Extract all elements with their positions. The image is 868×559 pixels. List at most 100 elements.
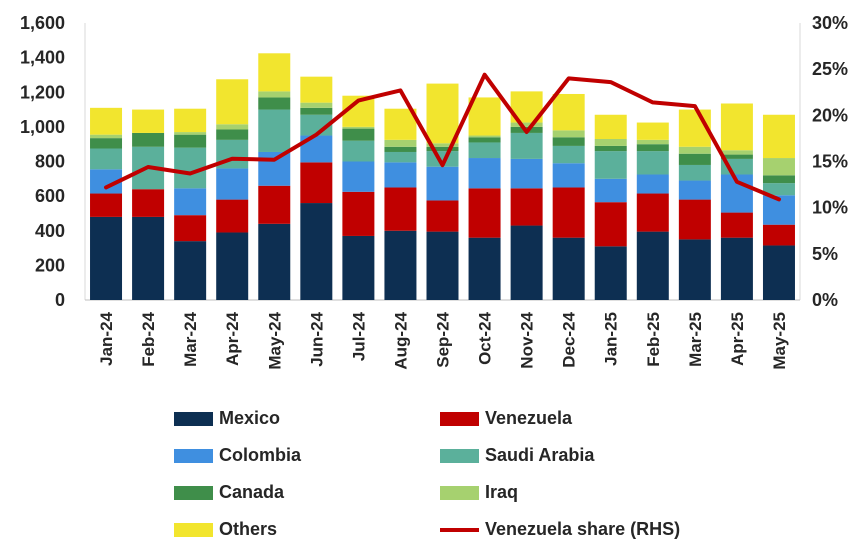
bar-venezuela-may-25 — [762, 224, 795, 246]
bar-canada-may-24 — [258, 97, 291, 110]
x-tick-label-apr-24: Apr-24 — [223, 311, 242, 365]
bar-mexico-may-25 — [762, 245, 795, 300]
bar-colombia-dec-24 — [552, 163, 585, 188]
y-left-tick-label: 1,400 — [20, 48, 65, 68]
y-right-tick-label: 0% — [812, 290, 838, 310]
bar-colombia-jan-25 — [594, 178, 627, 203]
x-tick-label-mar-24: Mar-24 — [181, 311, 200, 366]
y-left-tick-label: 200 — [35, 255, 65, 275]
y-right-tick-label: 25% — [812, 59, 848, 79]
bar-venezuela-oct-24 — [468, 188, 501, 238]
bar-iraq-sep-24 — [426, 143, 459, 147]
x-tick-label-jan-24: Jan-24 — [97, 311, 116, 365]
bar-canada-aug-24 — [384, 146, 417, 152]
bar-colombia-may-24 — [258, 151, 291, 186]
bar-colombia-feb-25 — [636, 174, 669, 194]
bar-venezuela-jan-25 — [594, 202, 627, 247]
bar-mexico-apr-24 — [216, 232, 249, 300]
x-tick-label-feb-25: Feb-25 — [644, 312, 663, 367]
bar-venezuela-feb-25 — [636, 193, 669, 232]
bar-iraq-feb-25 — [636, 139, 669, 145]
bar-others-may-24 — [258, 53, 291, 92]
bar-saudi-arabia-may-25 — [762, 183, 795, 196]
bar-saudi-arabia-jan-25 — [594, 151, 627, 179]
bar-mexico-jan-25 — [594, 246, 627, 300]
bar-others-apr-24 — [216, 79, 249, 125]
bar-iraq-apr-25 — [720, 150, 753, 155]
bar-others-oct-24 — [468, 97, 501, 136]
bar-venezuela-nov-24 — [510, 188, 543, 226]
bar-canada-jun-24 — [300, 107, 333, 115]
bar-venezuela-apr-25 — [720, 212, 753, 238]
bar-venezuela-may-24 — [258, 185, 291, 224]
bar-others-mar-24 — [174, 108, 207, 133]
bar-colombia-apr-24 — [216, 168, 249, 200]
x-tick-label-jun-24: Jun-24 — [307, 311, 326, 366]
bar-mexico-mar-24 — [174, 241, 207, 300]
bar-venezuela-apr-24 — [216, 199, 249, 233]
y-right-tick-label: 15% — [812, 152, 848, 172]
bar-saudi-arabia-nov-24 — [510, 132, 543, 159]
bar-mexico-jul-24 — [342, 235, 375, 300]
bar-canada-jan-25 — [594, 145, 627, 152]
bar-canada-apr-25 — [720, 154, 753, 159]
bar-canada-mar-25 — [678, 153, 711, 165]
x-tick-label-oct-24: Oct-24 — [476, 311, 495, 364]
x-tick-label-mar-25: Mar-25 — [686, 312, 705, 367]
x-tick-label-aug-24: Aug-24 — [391, 311, 410, 369]
bar-canada-dec-24 — [552, 137, 585, 146]
bar-iraq-oct-24 — [468, 135, 501, 138]
bar-colombia-sep-24 — [426, 166, 459, 201]
bar-iraq-jan-25 — [594, 138, 627, 146]
bar-mexico-apr-25 — [720, 237, 753, 300]
bar-venezuela-feb-24 — [132, 189, 165, 217]
x-tick-label-sep-24: Sep-24 — [434, 311, 453, 367]
bar-mexico-may-24 — [258, 223, 291, 300]
bar-venezuela-jul-24 — [342, 191, 375, 236]
bar-canada-may-25 — [762, 175, 795, 184]
bar-iraq-apr-24 — [216, 124, 249, 130]
x-tick-label-apr-25: Apr-25 — [728, 312, 747, 366]
bar-canada-feb-24 — [132, 132, 165, 147]
bar-others-jan-25 — [594, 114, 627, 139]
bar-venezuela-jun-24 — [300, 162, 333, 204]
bar-venezuela-dec-24 — [552, 187, 585, 238]
bar-saudi-arabia-feb-25 — [636, 151, 669, 175]
bar-mexico-oct-24 — [468, 237, 501, 300]
bar-venezuela-mar-25 — [678, 199, 711, 240]
x-tick-label-nov-24: Nov-24 — [518, 311, 537, 368]
bar-iraq-jun-24 — [300, 102, 333, 108]
bar-others-dec-24 — [552, 93, 585, 131]
bar-canada-jul-24 — [342, 128, 375, 141]
bar-mexico-feb-24 — [132, 216, 165, 300]
bar-mexico-nov-24 — [510, 225, 543, 300]
x-tick-label-may-24: May-24 — [265, 311, 284, 369]
bar-venezuela-mar-24 — [174, 215, 207, 242]
bar-iraq-dec-24 — [552, 130, 585, 138]
bar-canada-sep-24 — [426, 146, 459, 152]
bar-mexico-jun-24 — [300, 203, 333, 300]
bar-others-feb-25 — [636, 122, 669, 140]
bar-mexico-dec-24 — [552, 237, 585, 300]
bar-colombia-aug-24 — [384, 162, 417, 188]
bar-mexico-sep-24 — [426, 231, 459, 300]
bar-others-sep-24 — [426, 83, 459, 144]
bar-mexico-jan-24 — [90, 216, 123, 300]
x-tick-label-jul-24: Jul-24 — [349, 311, 368, 361]
bar-colombia-mar-24 — [174, 188, 207, 216]
y-right-tick-label: 20% — [812, 105, 848, 125]
bar-iraq-may-25 — [762, 158, 795, 176]
bar-canada-oct-24 — [468, 137, 501, 143]
bar-saudi-arabia-oct-24 — [468, 142, 501, 159]
bar-saudi-arabia-jul-24 — [342, 140, 375, 162]
bar-saudi-arabia-jan-24 — [90, 148, 123, 170]
y-left-tick-label: 1,200 — [20, 82, 65, 102]
y-left-tick-label: 1,000 — [20, 117, 65, 137]
bar-colombia-nov-24 — [510, 158, 543, 189]
bar-iraq-may-24 — [258, 91, 291, 98]
x-tick-label-jan-25: Jan-25 — [602, 312, 621, 366]
bar-mexico-feb-25 — [636, 231, 669, 300]
bar-saudi-arabia-may-24 — [258, 109, 291, 152]
bar-canada-jan-24 — [90, 138, 123, 149]
